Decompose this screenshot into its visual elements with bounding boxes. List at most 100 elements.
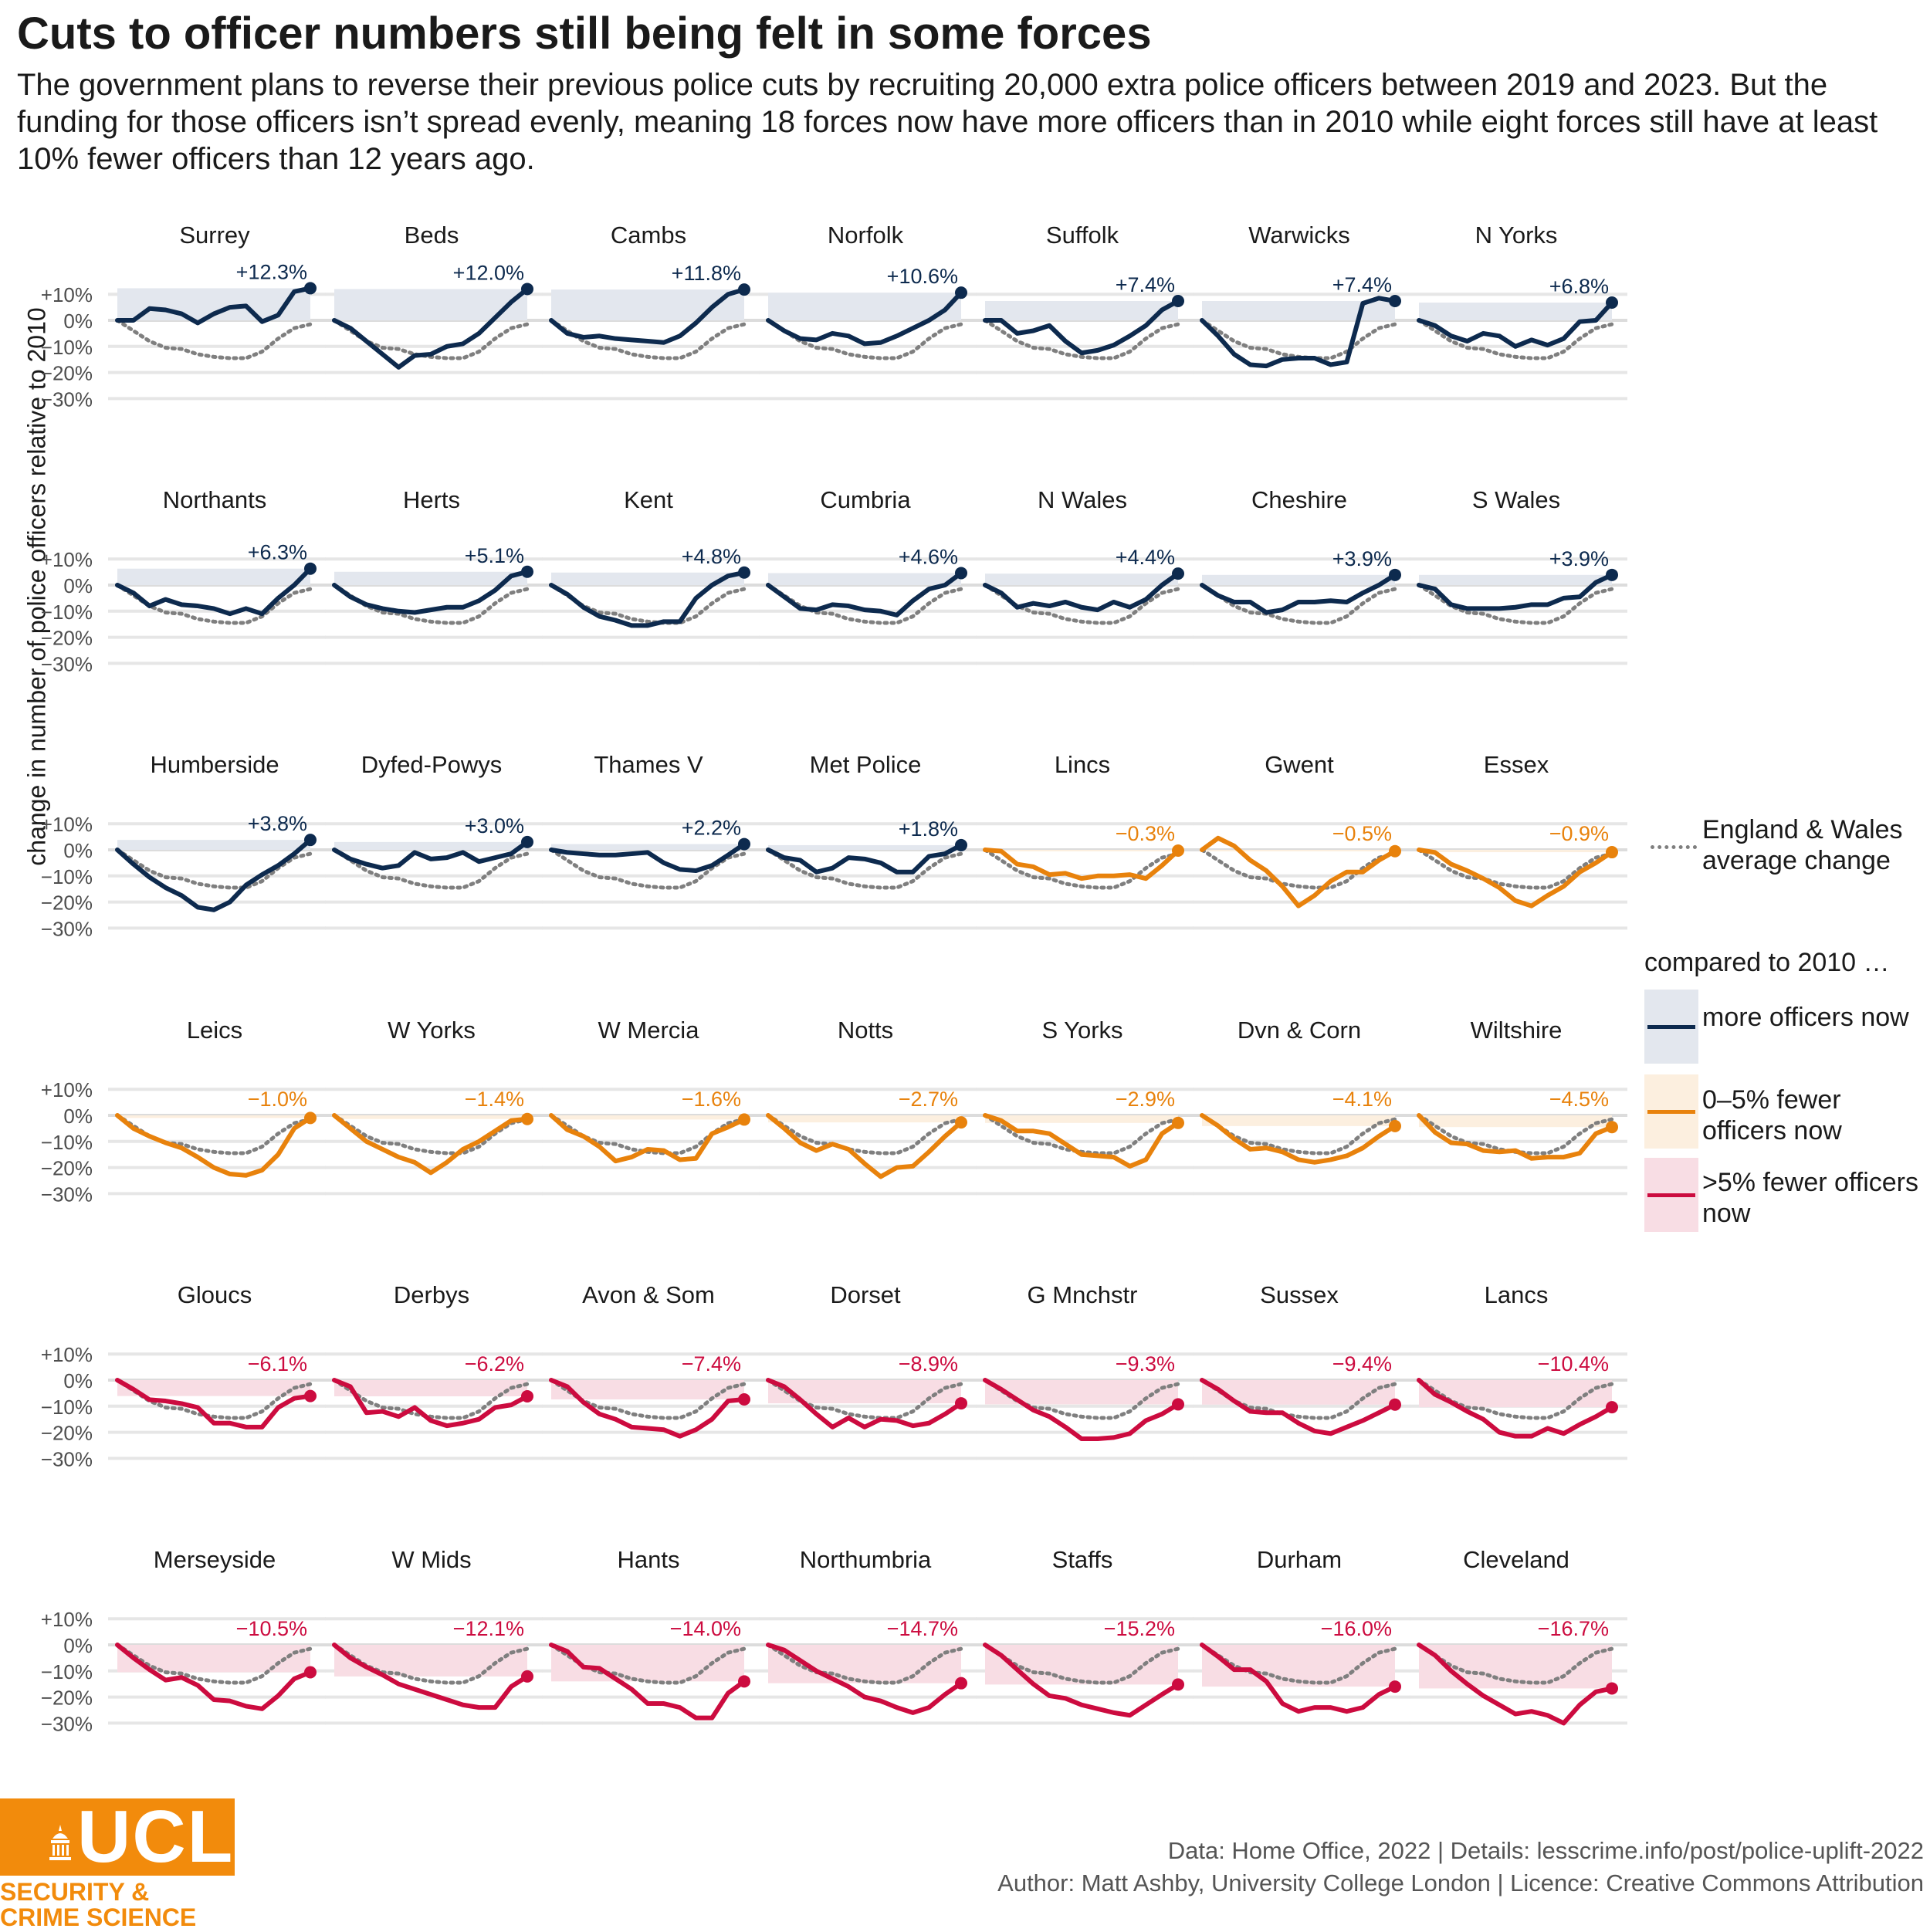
end-point — [738, 1675, 750, 1688]
end-point — [1172, 1116, 1184, 1129]
end-value-label: +1.8% — [899, 817, 958, 841]
force-line — [1200, 1643, 1397, 1714]
end-point — [1606, 568, 1618, 581]
author-credit: Author: Matt Ashby, University College L… — [997, 1869, 1924, 1896]
end-point — [738, 283, 750, 296]
panel-shaded-area — [117, 1115, 310, 1118]
panel-shaded-area — [1419, 850, 1612, 853]
force-line — [115, 286, 313, 326]
panel-title: Gloucs — [178, 1281, 252, 1308]
panel-shaded-area — [551, 572, 744, 585]
panel-title: Humberside — [150, 751, 279, 778]
force-line — [115, 1378, 313, 1430]
y-tick-label: −10% — [41, 601, 93, 624]
panel-title: Dorset — [830, 1281, 901, 1308]
y-tick-label: −20% — [41, 627, 93, 650]
force-line — [1417, 300, 1614, 349]
end-value-label: −1.4% — [465, 1088, 524, 1111]
y-tick-label: −30% — [41, 1447, 93, 1470]
y-tick-label: −20% — [41, 1422, 93, 1445]
panel-title: Derbys — [394, 1281, 469, 1308]
panel-title: Cheshire — [1251, 486, 1347, 513]
force-line — [549, 1113, 747, 1164]
average-line — [115, 1643, 313, 1685]
average-line — [115, 318, 313, 360]
y-tick-label: 0% — [63, 574, 93, 597]
end-value-label: +3.0% — [465, 814, 524, 837]
end-point — [521, 565, 533, 578]
end-value-label: +11.8% — [672, 262, 741, 285]
end-value-label: +10.6% — [887, 265, 958, 288]
end-point — [1606, 1682, 1618, 1695]
end-value-label: −10.4% — [1538, 1352, 1609, 1375]
end-value-label: +3.8% — [248, 812, 307, 835]
y-tick-label: −20% — [41, 892, 93, 915]
force-line — [1200, 1113, 1397, 1165]
y-tick-label: −30% — [41, 1712, 93, 1735]
panel-title: Warwicks — [1248, 222, 1349, 249]
panel-title: Hants — [618, 1546, 680, 1573]
y-tick-label: +10% — [41, 283, 93, 306]
panel-shaded-area — [768, 293, 961, 320]
panel-title: Merseyside — [154, 1546, 276, 1573]
y-tick-label: −30% — [41, 1183, 93, 1206]
legend-average-label: England & Wales average change — [1702, 815, 1903, 875]
panel-title: Wiltshire — [1471, 1017, 1563, 1044]
force-line — [1200, 835, 1397, 908]
end-point — [955, 1677, 967, 1690]
average-line — [766, 848, 963, 890]
force-line — [1200, 1378, 1397, 1436]
panel-title: N Wales — [1038, 486, 1127, 513]
average-line — [332, 1113, 530, 1155]
y-tick-label: 0% — [63, 1634, 93, 1657]
panel-title: S Wales — [1472, 486, 1560, 513]
y-tick-label: +10% — [41, 1078, 93, 1101]
end-point — [738, 566, 750, 579]
panel-shaded-area — [334, 1115, 527, 1119]
average-line — [1200, 1643, 1397, 1685]
force-line — [332, 1643, 530, 1710]
force-line — [766, 1113, 963, 1179]
end-point — [1172, 567, 1184, 580]
end-value-label: −1.0% — [248, 1088, 307, 1111]
panel-shaded-area — [1202, 850, 1395, 851]
y-tick-label: −10% — [41, 1660, 93, 1683]
end-point — [304, 1666, 317, 1679]
panel-title: S Yorks — [1041, 1017, 1122, 1044]
end-value-label: −7.4% — [682, 1352, 741, 1375]
panel-shaded-area — [117, 1380, 310, 1396]
panel-title: Gwent — [1265, 751, 1334, 778]
y-tick-label: −30% — [41, 652, 93, 675]
panel-shaded-area — [334, 571, 527, 585]
y-tick-label: −20% — [41, 1157, 93, 1180]
end-point — [304, 282, 317, 295]
end-point — [521, 283, 533, 296]
y-tick-label: −30% — [41, 917, 93, 940]
end-point — [304, 1389, 317, 1402]
end-value-label: −6.2% — [465, 1352, 524, 1375]
panel-shaded-area — [985, 1115, 1178, 1123]
panel-title: Lancs — [1485, 1281, 1549, 1308]
average-line — [1417, 848, 1614, 890]
force-line — [549, 570, 747, 628]
panel-shaded-area — [117, 568, 310, 585]
end-point — [521, 835, 533, 848]
panel-shaded-area — [768, 1115, 961, 1123]
end-value-label: −2.7% — [899, 1088, 958, 1111]
end-value-label: +12.0% — [453, 261, 524, 284]
y-tick-label: −30% — [41, 387, 93, 411]
panel-title: Notts — [838, 1017, 893, 1044]
panel-shaded-area — [1202, 574, 1395, 585]
force-line — [332, 569, 530, 615]
force-line — [549, 1643, 747, 1721]
panel-shaded-area — [551, 1115, 744, 1120]
panel-title: Avon & Som — [582, 1281, 715, 1308]
force-line — [983, 571, 1180, 613]
ucl-logo-text: UCL — [77, 1795, 235, 1878]
panel-title: Surrey — [179, 222, 250, 249]
end-point — [738, 1113, 750, 1126]
end-point — [1606, 846, 1618, 859]
end-value-label: −0.3% — [1116, 822, 1175, 845]
force-line — [332, 1113, 530, 1176]
